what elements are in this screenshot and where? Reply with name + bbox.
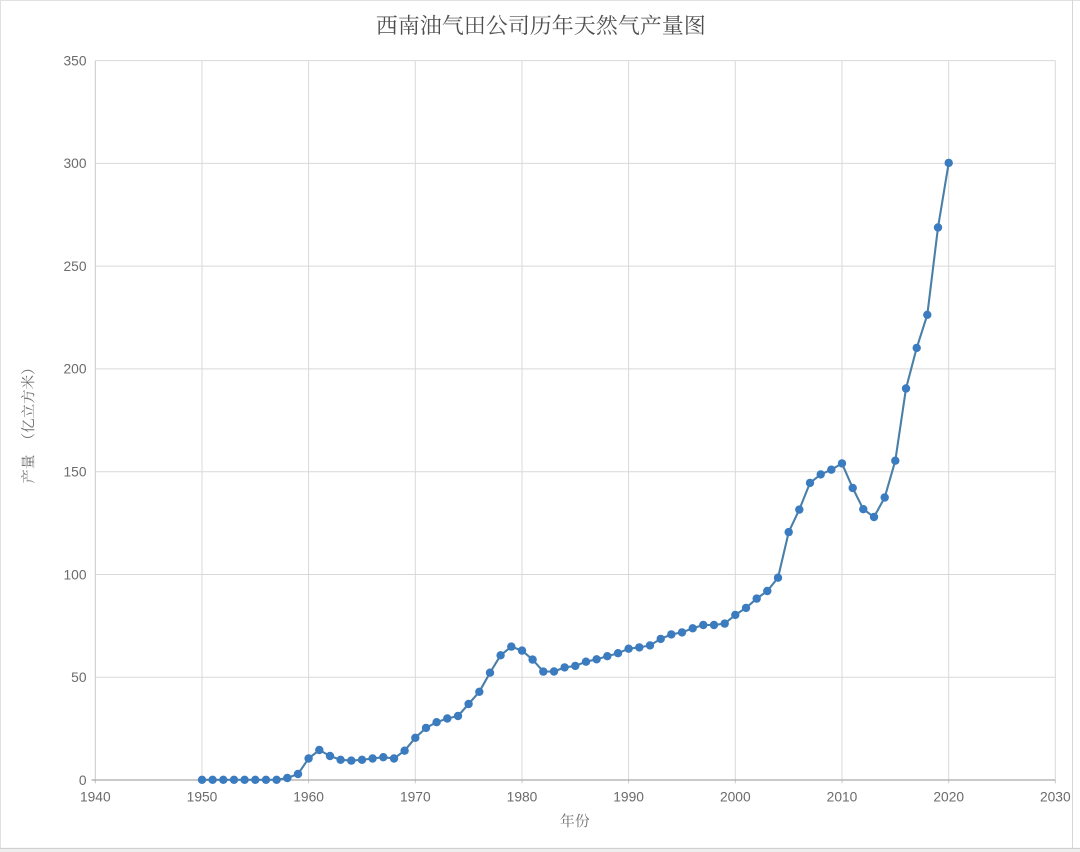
- svg-text:100: 100: [63, 567, 86, 582]
- svg-text:200: 200: [63, 362, 86, 377]
- svg-text:2000: 2000: [720, 789, 751, 804]
- svg-text:2030: 2030: [1040, 789, 1071, 804]
- svg-text:2020: 2020: [933, 789, 964, 804]
- svg-text:350: 350: [63, 53, 86, 68]
- svg-text:1990: 1990: [613, 789, 644, 804]
- svg-text:150: 150: [63, 465, 86, 480]
- svg-text:250: 250: [63, 259, 86, 274]
- svg-text:1980: 1980: [507, 789, 538, 804]
- svg-text:300: 300: [63, 156, 86, 171]
- svg-text:1960: 1960: [293, 789, 324, 804]
- svg-text:0: 0: [79, 773, 87, 788]
- svg-text:50: 50: [71, 670, 87, 685]
- svg-text:1950: 1950: [187, 789, 218, 804]
- svg-text:1970: 1970: [400, 789, 431, 804]
- svg-text:1940: 1940: [80, 789, 111, 804]
- svg-text:2010: 2010: [827, 789, 858, 804]
